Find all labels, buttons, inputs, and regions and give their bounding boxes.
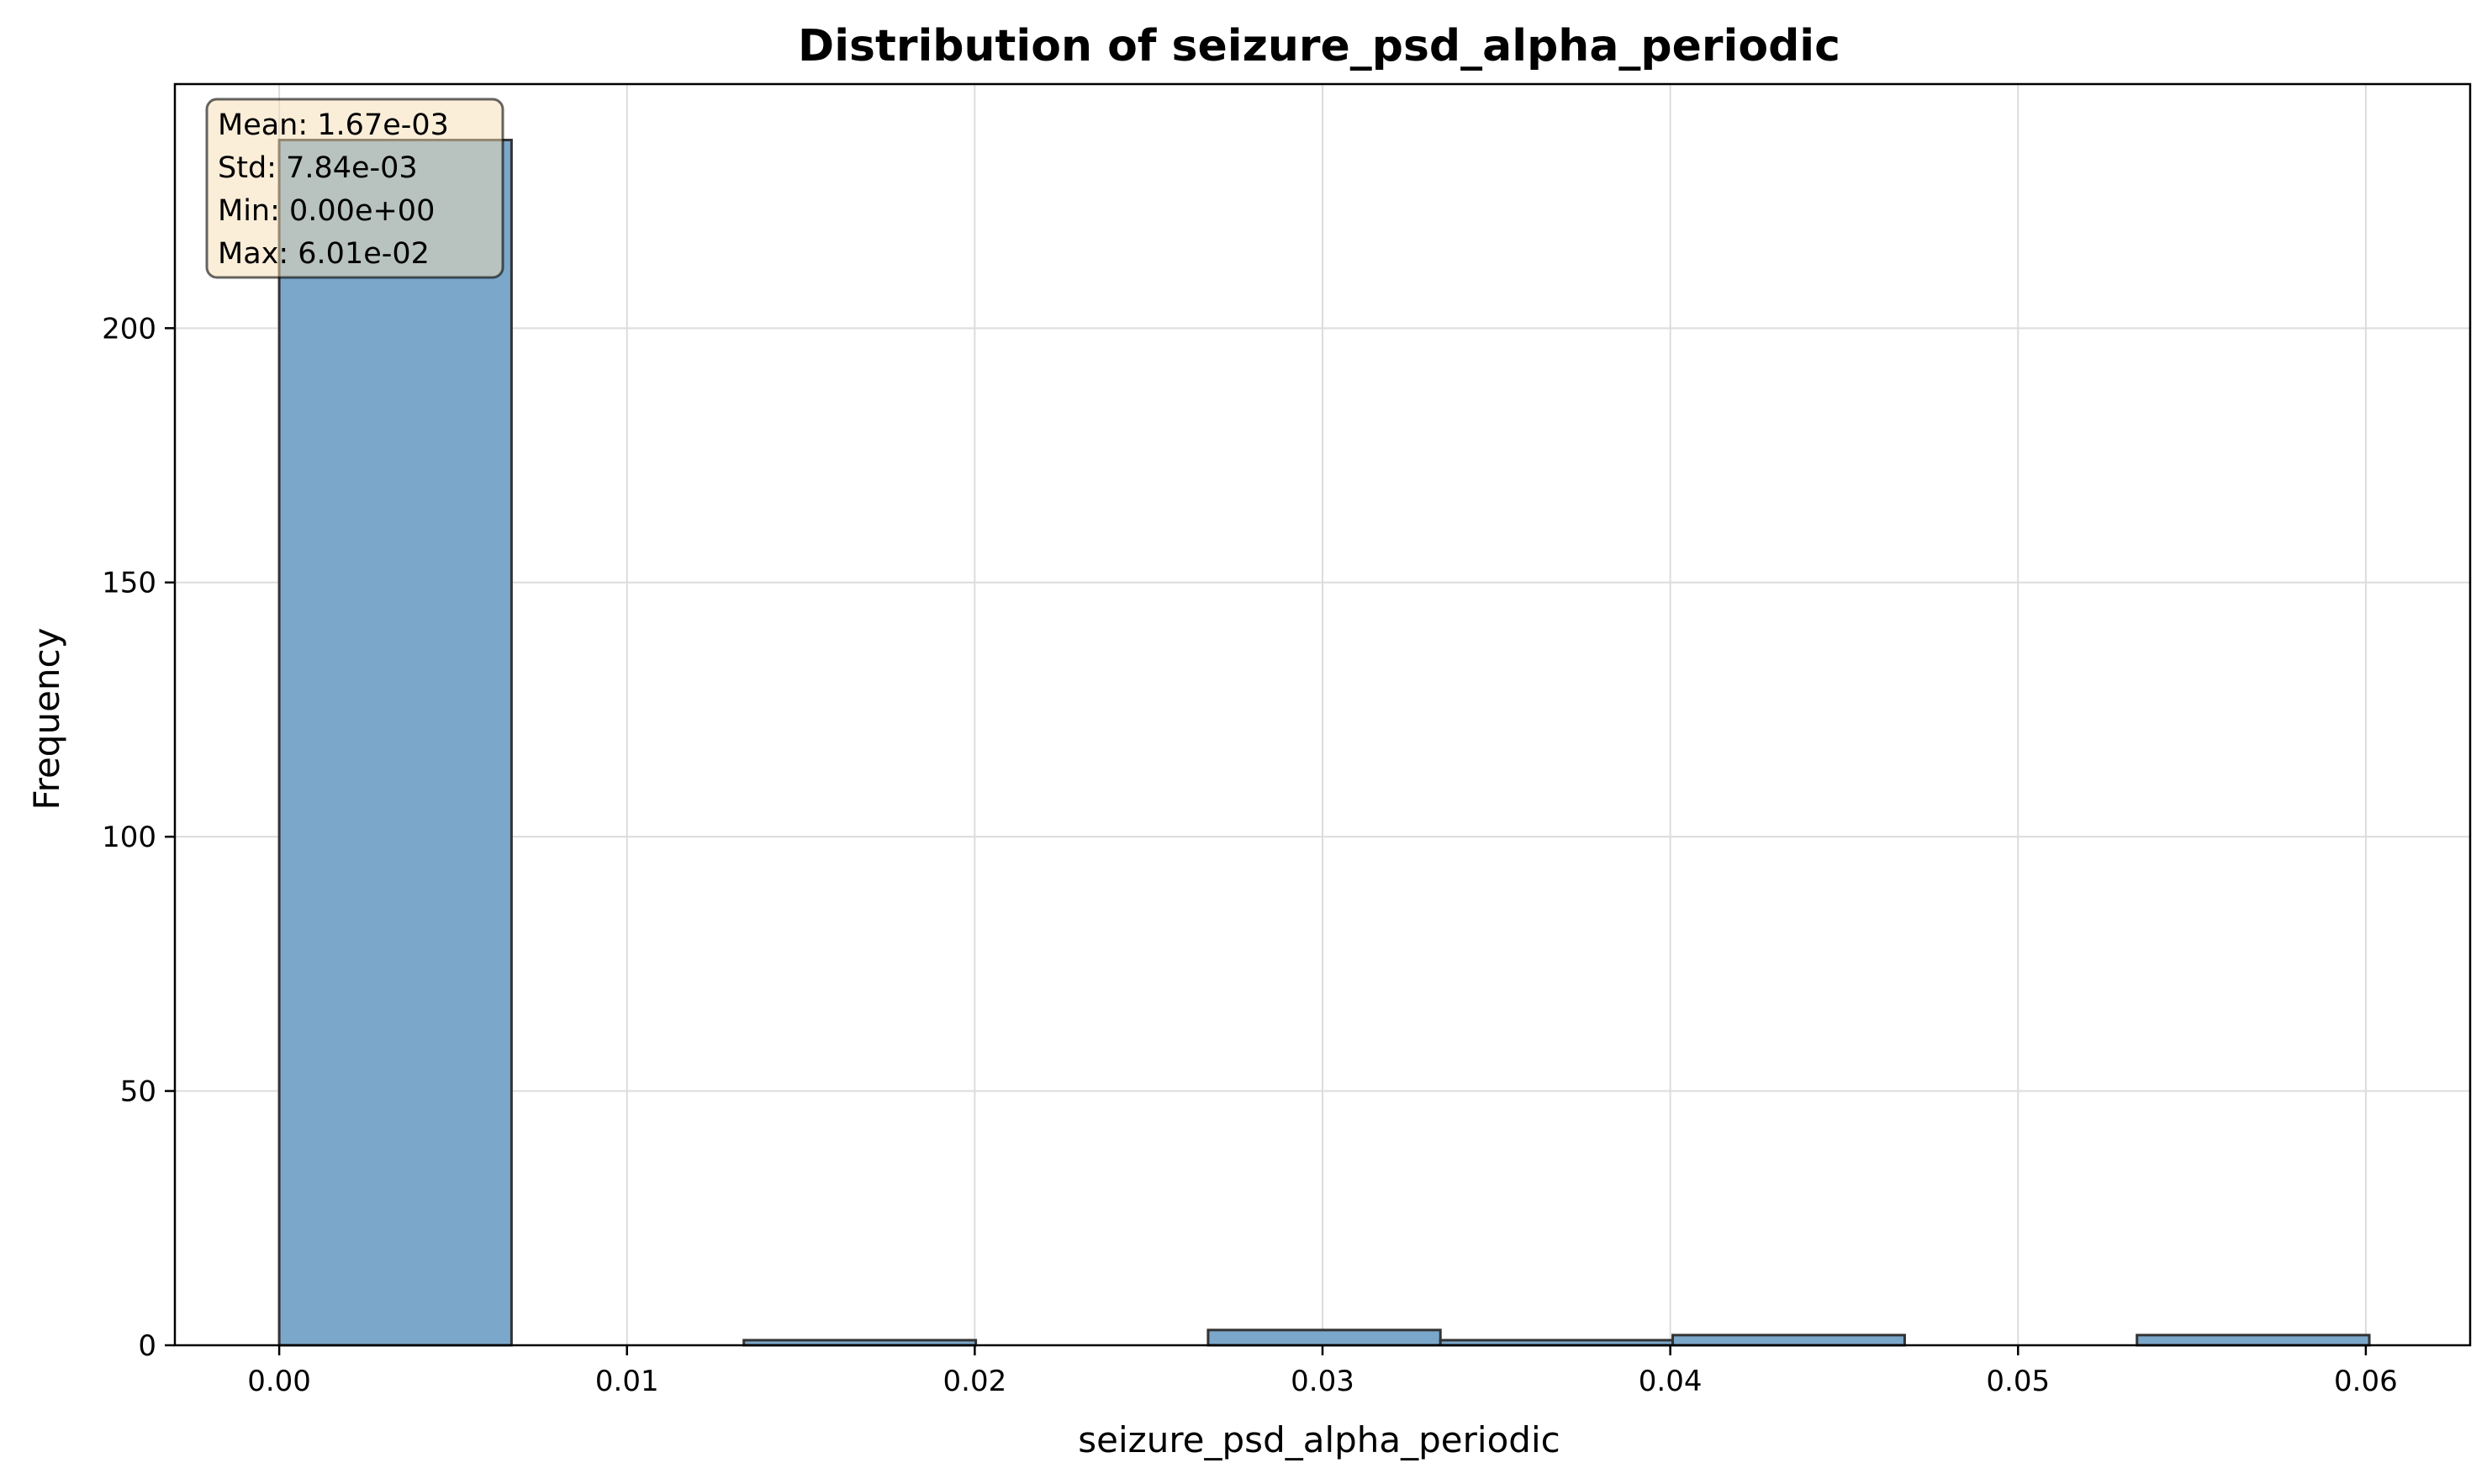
y-tick-label: 200 bbox=[102, 312, 156, 346]
stats-line: Max: 6.01e-02 bbox=[218, 237, 430, 271]
stats-lines: Mean: 1.67e-03 Std: 7.84e-03 Min: 0.00e+00… bbox=[218, 108, 449, 271]
y-tick-label: 100 bbox=[102, 821, 156, 854]
x-axis-label: seizure_psd_alpha_periodic bbox=[1078, 1419, 1560, 1460]
grid-lines bbox=[175, 84, 2470, 1346]
x-tick-label: 0.00 bbox=[247, 1365, 311, 1398]
x-tick-label: 0.01 bbox=[595, 1365, 659, 1398]
y-axis-label: Frequency bbox=[26, 628, 67, 811]
x-tick-label: 0.03 bbox=[1291, 1365, 1354, 1398]
stats-box: Mean: 1.67e-03 Std: 7.84e-03 Min: 0.00e+00… bbox=[205, 98, 504, 279]
stats-box-background bbox=[205, 98, 504, 279]
histogram-bar bbox=[1671, 1333, 1906, 1347]
y-axis-ticks: 0 50 100 150 200 bbox=[102, 312, 175, 1363]
stats-line: Min: 0.00e+00 bbox=[218, 194, 435, 228]
histogram-bar bbox=[1206, 1328, 1442, 1347]
x-tick-label: 0.04 bbox=[1639, 1365, 1703, 1398]
histogram-bar bbox=[2136, 1333, 2371, 1347]
stats-line: Mean: 1.67e-03 bbox=[218, 108, 449, 142]
x-tick-label: 0.02 bbox=[943, 1365, 1007, 1398]
histogram-bar bbox=[277, 139, 513, 1347]
bars bbox=[277, 139, 2371, 1347]
y-tick-label: 150 bbox=[102, 567, 156, 600]
y-tick-label: 50 bbox=[120, 1075, 156, 1109]
x-axis-ticks: 0.00 0.01 0.02 0.03 0.04 0.05 0.06 bbox=[247, 1345, 2398, 1398]
y-tick-label: 0 bbox=[138, 1329, 156, 1363]
x-tick-label: 0.06 bbox=[2334, 1365, 2398, 1398]
x-tick-label: 0.05 bbox=[1986, 1365, 2050, 1398]
stats-line: Std: 7.84e-03 bbox=[218, 151, 418, 185]
chart-title: Distribution of seizure_psd_alpha_period… bbox=[798, 21, 1840, 71]
